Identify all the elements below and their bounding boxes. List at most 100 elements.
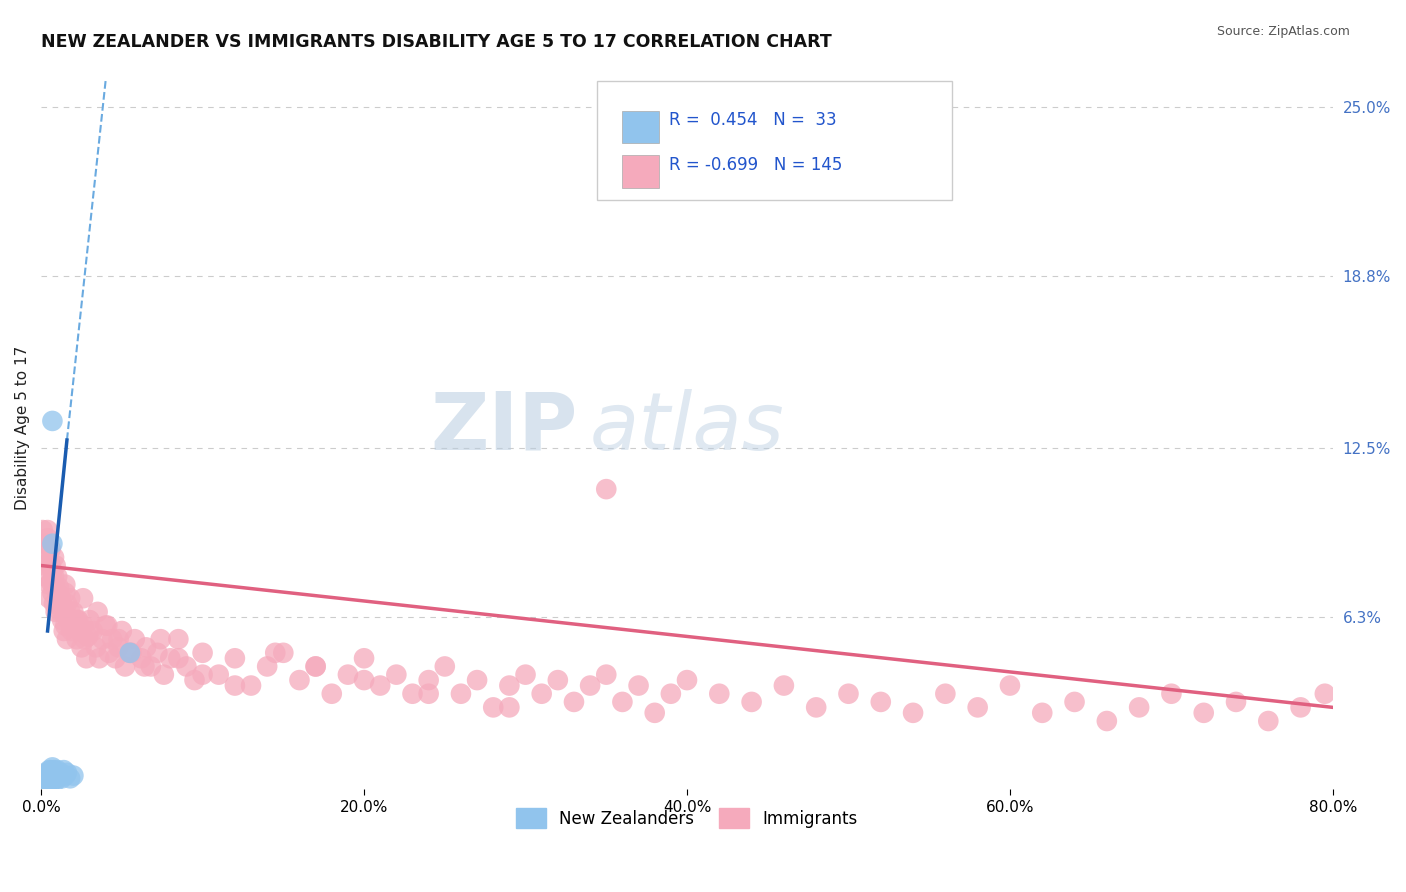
Point xyxy=(49,591,72,606)
Point xyxy=(627,679,650,693)
Text: NEW ZEALANDER VS IMMIGRANTS DISABILITY AGE 5 TO 17 CORRELATION CHART: NEW ZEALANDER VS IMMIGRANTS DISABILITY A… xyxy=(41,33,832,51)
Point xyxy=(49,765,72,780)
Point xyxy=(1192,706,1215,720)
Legend: New Zealanders, Immigrants: New Zealanders, Immigrants xyxy=(509,801,865,835)
Point xyxy=(869,695,891,709)
Point xyxy=(72,618,94,632)
Point xyxy=(644,706,666,720)
Point xyxy=(167,651,190,665)
Point xyxy=(42,597,65,611)
Point xyxy=(46,586,69,600)
Point xyxy=(111,624,134,638)
Point xyxy=(38,774,60,789)
Point xyxy=(149,632,172,647)
Point xyxy=(62,768,84,782)
Point xyxy=(84,640,107,655)
Point xyxy=(482,700,505,714)
Point xyxy=(134,659,156,673)
Point xyxy=(97,646,120,660)
Point xyxy=(51,772,73,786)
Point xyxy=(41,564,63,578)
Point xyxy=(35,765,58,780)
Text: atlas: atlas xyxy=(591,389,785,467)
Point xyxy=(741,695,763,709)
Point xyxy=(79,613,101,627)
Point xyxy=(42,772,65,786)
Point xyxy=(34,774,56,789)
Point xyxy=(62,605,84,619)
Point xyxy=(139,659,162,673)
Point xyxy=(53,618,76,632)
Point xyxy=(37,768,59,782)
Point xyxy=(498,679,520,693)
Point xyxy=(72,591,94,606)
Point xyxy=(53,577,76,591)
Point xyxy=(46,569,69,583)
Point xyxy=(49,597,72,611)
Point xyxy=(53,768,76,782)
Point xyxy=(94,618,117,632)
Point xyxy=(1128,700,1150,714)
Text: R = -0.699   N = 145: R = -0.699 N = 145 xyxy=(669,156,842,174)
Point xyxy=(86,605,108,619)
Point xyxy=(1257,714,1279,728)
Point xyxy=(336,667,359,681)
Point xyxy=(465,673,488,687)
Point xyxy=(264,646,287,660)
Point xyxy=(118,646,141,660)
Point xyxy=(353,673,375,687)
Point xyxy=(709,687,731,701)
Point xyxy=(547,673,569,687)
Point xyxy=(67,613,90,627)
Point xyxy=(41,537,63,551)
Y-axis label: Disability Age 5 to 17: Disability Age 5 to 17 xyxy=(15,345,30,510)
Point xyxy=(49,605,72,619)
Point xyxy=(70,640,93,655)
Point xyxy=(418,687,440,701)
Point xyxy=(1063,695,1085,709)
Point xyxy=(176,659,198,673)
Point xyxy=(304,659,326,673)
Point xyxy=(1289,700,1312,714)
Point xyxy=(46,586,69,600)
Point xyxy=(595,482,617,496)
Point xyxy=(91,632,114,647)
Point xyxy=(806,700,828,714)
Point xyxy=(51,613,73,627)
Point xyxy=(129,651,152,665)
Point xyxy=(114,659,136,673)
FancyBboxPatch shape xyxy=(623,111,658,144)
Text: R =  0.454   N =  33: R = 0.454 N = 33 xyxy=(669,112,837,129)
Point xyxy=(224,679,246,693)
Point xyxy=(101,632,124,647)
Point xyxy=(34,542,56,557)
Point xyxy=(53,586,76,600)
Point xyxy=(595,667,617,681)
Point xyxy=(107,632,129,647)
Point xyxy=(42,577,65,591)
Point xyxy=(612,695,634,709)
Point xyxy=(153,667,176,681)
Point xyxy=(39,574,62,589)
Point xyxy=(562,695,585,709)
Point xyxy=(37,523,59,537)
Point xyxy=(56,632,79,647)
Point xyxy=(183,673,205,687)
Point xyxy=(31,768,53,782)
Point xyxy=(37,777,59,791)
Point xyxy=(66,613,89,627)
Point xyxy=(42,768,65,782)
Point xyxy=(96,618,118,632)
Point xyxy=(48,580,70,594)
Point xyxy=(45,605,67,619)
Point xyxy=(901,706,924,720)
Point xyxy=(167,632,190,647)
Point xyxy=(498,700,520,714)
Point xyxy=(46,772,69,786)
Point xyxy=(52,605,75,619)
Point xyxy=(256,659,278,673)
Point xyxy=(104,651,127,665)
Point xyxy=(41,586,63,600)
Point xyxy=(41,414,63,428)
Point xyxy=(191,667,214,681)
